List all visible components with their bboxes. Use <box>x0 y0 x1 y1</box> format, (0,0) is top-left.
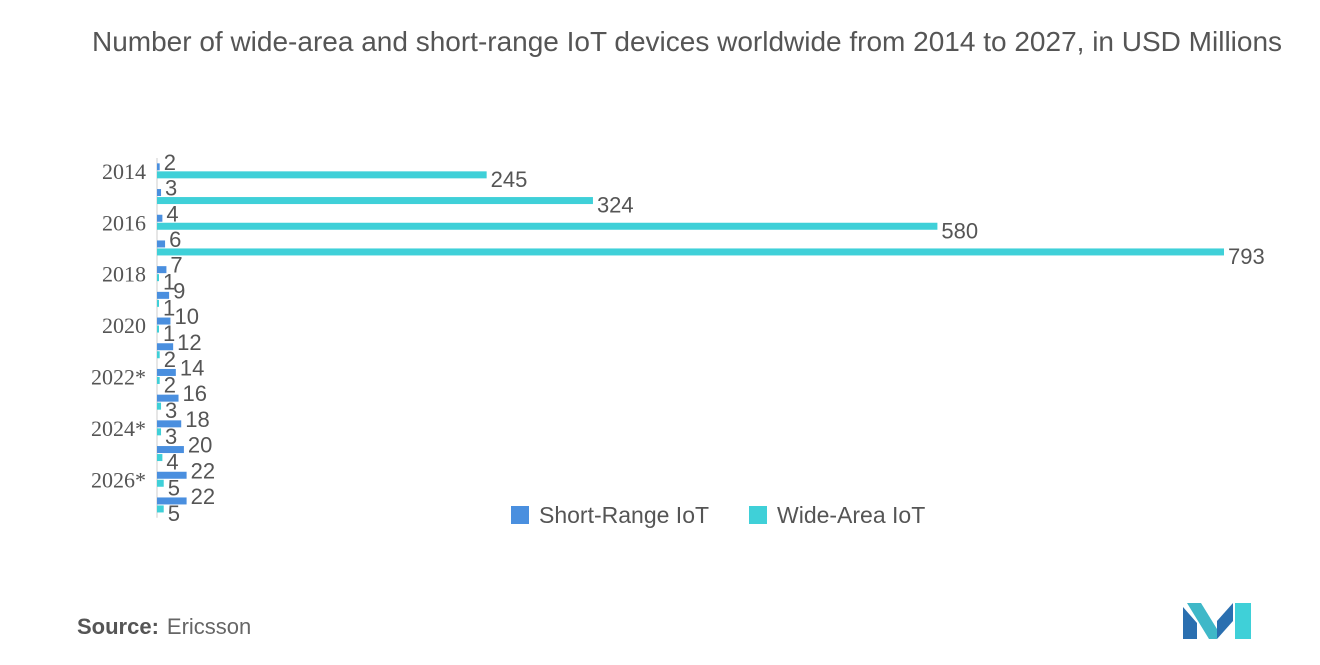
data-label-wide-area: 1 <box>163 295 175 320</box>
y-tick-label: 2014 <box>102 159 146 184</box>
bar-short-range <box>157 420 182 428</box>
bar-wide-area <box>157 402 162 410</box>
bar-wide-area <box>157 274 159 282</box>
y-tick-label: 2022* <box>91 364 146 389</box>
bar-short-range <box>157 163 160 171</box>
bar-short-range <box>157 291 170 299</box>
bar-short-range <box>157 214 163 222</box>
source-value: Ericsson <box>166 614 252 639</box>
bar-wide-area <box>157 376 160 384</box>
data-label-short-range: 4 <box>166 201 178 226</box>
bar-short-range <box>157 394 179 402</box>
legend-swatch <box>511 506 529 524</box>
bar-short-range <box>157 343 174 351</box>
data-label-wide-area: 5 <box>168 475 180 500</box>
data-label-short-range: 16 <box>183 381 207 406</box>
data-label-wide-area: 245 <box>491 167 528 192</box>
data-label-wide-area: 3 <box>165 424 177 449</box>
data-label-wide-area: 1 <box>163 270 175 295</box>
data-label-wide-area: 5 <box>168 501 180 526</box>
y-tick-label: 2018 <box>102 262 146 287</box>
bar-short-range <box>157 446 184 454</box>
y-tick-label: 2016 <box>102 210 146 235</box>
source-note: Source: Ericsson <box>77 614 251 640</box>
bar-short-range <box>157 497 187 505</box>
data-label-short-range: 20 <box>188 433 212 458</box>
bar-short-range <box>157 368 176 376</box>
bar-wide-area <box>157 479 164 487</box>
bar-short-range <box>157 317 171 325</box>
bar-wide-area <box>157 505 164 513</box>
legend-label: Wide-Area IoT <box>777 502 925 528</box>
data-label-short-range: 6 <box>169 227 181 252</box>
data-label-short-range: 2 <box>164 150 176 175</box>
legend-swatch <box>749 506 767 524</box>
bar-wide-area <box>157 299 159 307</box>
data-label-wide-area: 324 <box>597 193 634 218</box>
data-label-short-range: 7 <box>170 253 182 278</box>
data-label-wide-area: 3 <box>165 398 177 423</box>
data-label-short-range: 22 <box>191 484 215 509</box>
data-label-wide-area: 793 <box>1228 244 1265 269</box>
data-label-short-range: 12 <box>177 330 201 355</box>
bar-wide-area <box>157 325 159 333</box>
data-label-wide-area: 1 <box>163 321 175 346</box>
bar-wide-area <box>157 351 160 359</box>
data-label-short-range: 22 <box>191 458 215 483</box>
brand-logo <box>1183 603 1251 639</box>
legend-label: Short-Range IoT <box>539 502 709 528</box>
bar-short-range <box>157 471 187 479</box>
data-label-wide-area: 2 <box>164 347 176 372</box>
source-label: Source: <box>77 614 159 639</box>
data-label-short-range: 9 <box>173 278 185 303</box>
y-tick-label: 2020 <box>102 313 146 338</box>
data-label-wide-area: 580 <box>941 218 978 243</box>
data-label-short-range: 18 <box>185 407 209 432</box>
bar-short-range <box>157 266 167 274</box>
data-label-short-range: 3 <box>165 176 177 201</box>
bar-short-range <box>157 189 162 197</box>
bar-wide-area <box>157 197 593 205</box>
data-label-short-range: 14 <box>180 355 204 380</box>
data-label-wide-area: 2 <box>164 372 176 397</box>
y-tick-label: 2024* <box>91 416 146 441</box>
bar-wide-area <box>157 171 487 179</box>
data-label-short-range: 10 <box>174 304 198 329</box>
bar-wide-area <box>157 248 1224 256</box>
bar-short-range <box>157 240 166 248</box>
y-tick-label: 2026* <box>91 467 146 492</box>
bar-wide-area <box>157 222 938 230</box>
bar-wide-area <box>157 428 162 436</box>
data-label-wide-area: 4 <box>166 450 178 475</box>
bar-wide-area <box>157 454 163 462</box>
chart-title: Number of wide-area and short-range IoT … <box>91 26 1283 57</box>
